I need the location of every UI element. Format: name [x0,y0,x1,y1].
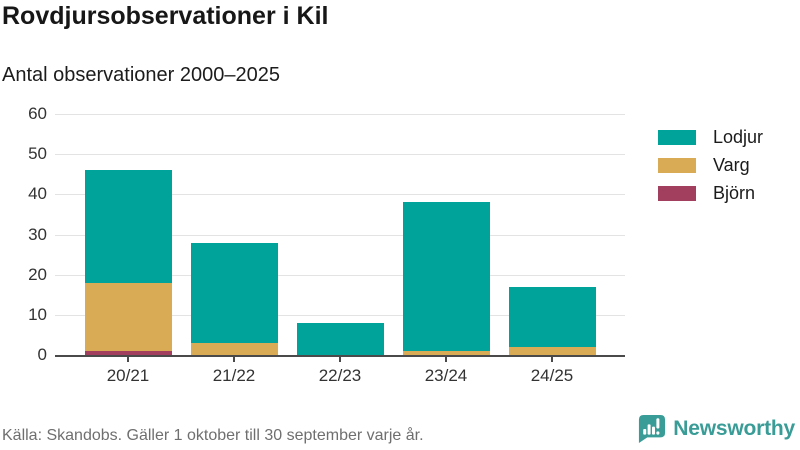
legend-label: Varg [713,155,750,175]
legend-item-lodjur: Lodjur [658,127,764,147]
gridline [55,274,625,276]
legend: Lodjur Varg Björn [658,127,764,214]
newsworthy-icon [639,415,666,443]
gridline [55,154,625,156]
y-axis-tick-label: 40 [28,184,47,204]
legend-label: Björn [713,183,756,203]
x-axis-tick [339,357,341,362]
x-axis-tick-label: 22/23 [318,366,362,385]
bar-segment-varg-24/25 [508,346,596,355]
legend-item-björn: Björn [658,183,763,203]
source-note: Källa: Skandobs. Gäller 1 oktober till 3… [2,427,424,444]
x-axis-line [55,355,625,357]
y-axis-tick-label: 10 [28,304,47,324]
bar-segment-lodjur-22/23 [296,322,384,355]
chart-subtitle: Antal observationer 2000–2025 [2,64,280,86]
x-axis-tick-label: 24/25 [530,366,574,385]
x-axis-tick [445,357,447,362]
gridline [55,114,625,115]
legend-item-varg: Varg [658,155,763,175]
bar-segment-lodjur-23/24 [402,202,490,351]
x-axis-tick-label: 21/22 [212,366,256,385]
y-axis-tick-label: 30 [28,224,47,244]
y-axis-tick-label: 60 [28,104,47,123]
gridline [55,194,625,196]
legend-label: Lodjur [713,127,764,147]
legend-swatch-björn [658,186,696,201]
y-axis-tick-label: 50 [28,144,47,164]
x-axis-tick [551,357,553,362]
bar-segment-lodjur-24/25 [508,286,596,347]
gridline [55,314,625,316]
bar-segment-lodjur-21/22 [190,242,278,343]
bar-segment-varg-21/22 [190,342,278,355]
bar-segment-varg-23/24 [402,350,490,355]
legend-swatch-lodjur [658,130,696,145]
bar-segment-björn-20/21 [84,350,172,355]
bar-segment-varg-20/21 [84,282,172,351]
legend-swatch-varg [658,158,696,173]
x-axis-tick-label: 23/24 [424,366,468,385]
x-axis-tick [233,357,235,362]
gridline [55,234,625,236]
newsworthy-wordmark: Newsworthy [673,417,795,440]
y-axis-tick-label: 0 [37,345,47,364]
x-axis-tick-label: 20/21 [106,366,150,385]
x-axis-tick [127,357,129,362]
bar-segment-lodjur-20/21 [84,170,172,283]
newsworthy-logo: Newsworthy [638,414,795,444]
y-axis-tick-label: 20 [28,264,47,284]
chart-title: Rovdjursobservationer i Kil [2,2,329,30]
